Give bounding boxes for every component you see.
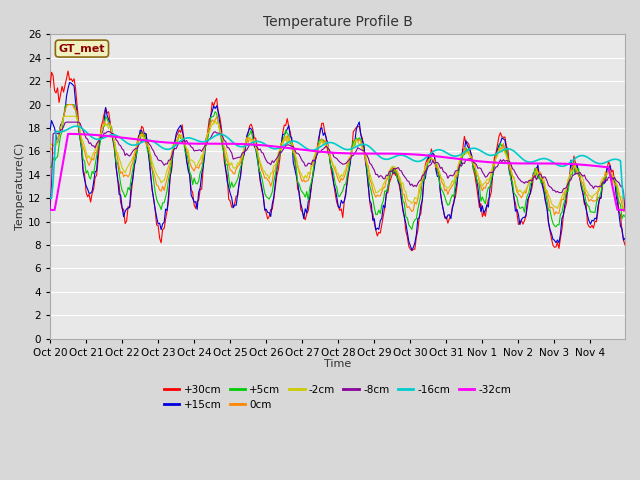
Text: GT_met: GT_met	[59, 44, 105, 54]
X-axis label: Time: Time	[324, 359, 351, 369]
Legend: +30cm, +15cm, +5cm, 0cm, -2cm, -8cm, -16cm, -32cm: +30cm, +15cm, +5cm, 0cm, -2cm, -8cm, -16…	[159, 381, 515, 414]
Y-axis label: Temperature(C): Temperature(C)	[15, 143, 25, 230]
Title: Temperature Profile B: Temperature Profile B	[262, 15, 412, 29]
